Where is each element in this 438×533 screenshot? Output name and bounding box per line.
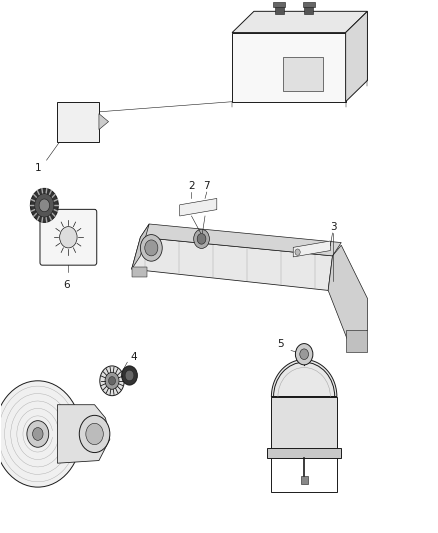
Bar: [304, 6, 313, 14]
Bar: [57, 102, 99, 142]
Circle shape: [105, 372, 119, 389]
Circle shape: [27, 421, 49, 447]
Polygon shape: [99, 114, 109, 130]
Polygon shape: [232, 11, 367, 33]
Polygon shape: [346, 11, 367, 102]
Polygon shape: [272, 360, 337, 397]
Circle shape: [145, 240, 158, 256]
Polygon shape: [328, 245, 367, 346]
Text: 3: 3: [330, 222, 337, 232]
Text: 2: 2: [188, 181, 195, 191]
Circle shape: [300, 349, 308, 360]
Circle shape: [295, 344, 313, 365]
Polygon shape: [57, 405, 110, 463]
Polygon shape: [180, 198, 217, 216]
Bar: [283, 57, 323, 91]
Bar: [300, 477, 307, 484]
Circle shape: [30, 188, 58, 222]
Circle shape: [86, 423, 103, 445]
Text: 6: 6: [63, 280, 70, 290]
Circle shape: [194, 229, 209, 248]
Circle shape: [32, 427, 43, 440]
Circle shape: [79, 415, 110, 453]
Bar: [272, 455, 337, 492]
Bar: [346, 330, 367, 352]
Circle shape: [295, 249, 300, 255]
Circle shape: [197, 233, 206, 244]
Bar: [273, 2, 286, 7]
Text: 1: 1: [35, 163, 41, 173]
Bar: [275, 6, 284, 14]
Circle shape: [125, 370, 134, 381]
Polygon shape: [293, 241, 330, 257]
Bar: [272, 397, 337, 450]
Circle shape: [60, 227, 77, 248]
Circle shape: [0, 381, 81, 487]
Polygon shape: [132, 224, 149, 269]
FancyBboxPatch shape: [40, 209, 97, 265]
Polygon shape: [132, 237, 332, 290]
Polygon shape: [232, 33, 346, 102]
Text: 5: 5: [277, 339, 283, 349]
Circle shape: [39, 199, 49, 212]
Circle shape: [109, 376, 116, 385]
Bar: [303, 2, 315, 7]
Circle shape: [122, 366, 138, 385]
Polygon shape: [141, 224, 341, 256]
Text: 4: 4: [131, 352, 137, 362]
Bar: [132, 266, 147, 277]
Circle shape: [35, 193, 54, 217]
Bar: [267, 448, 341, 458]
Text: 7: 7: [204, 181, 210, 191]
Circle shape: [141, 235, 162, 261]
Circle shape: [100, 366, 124, 395]
